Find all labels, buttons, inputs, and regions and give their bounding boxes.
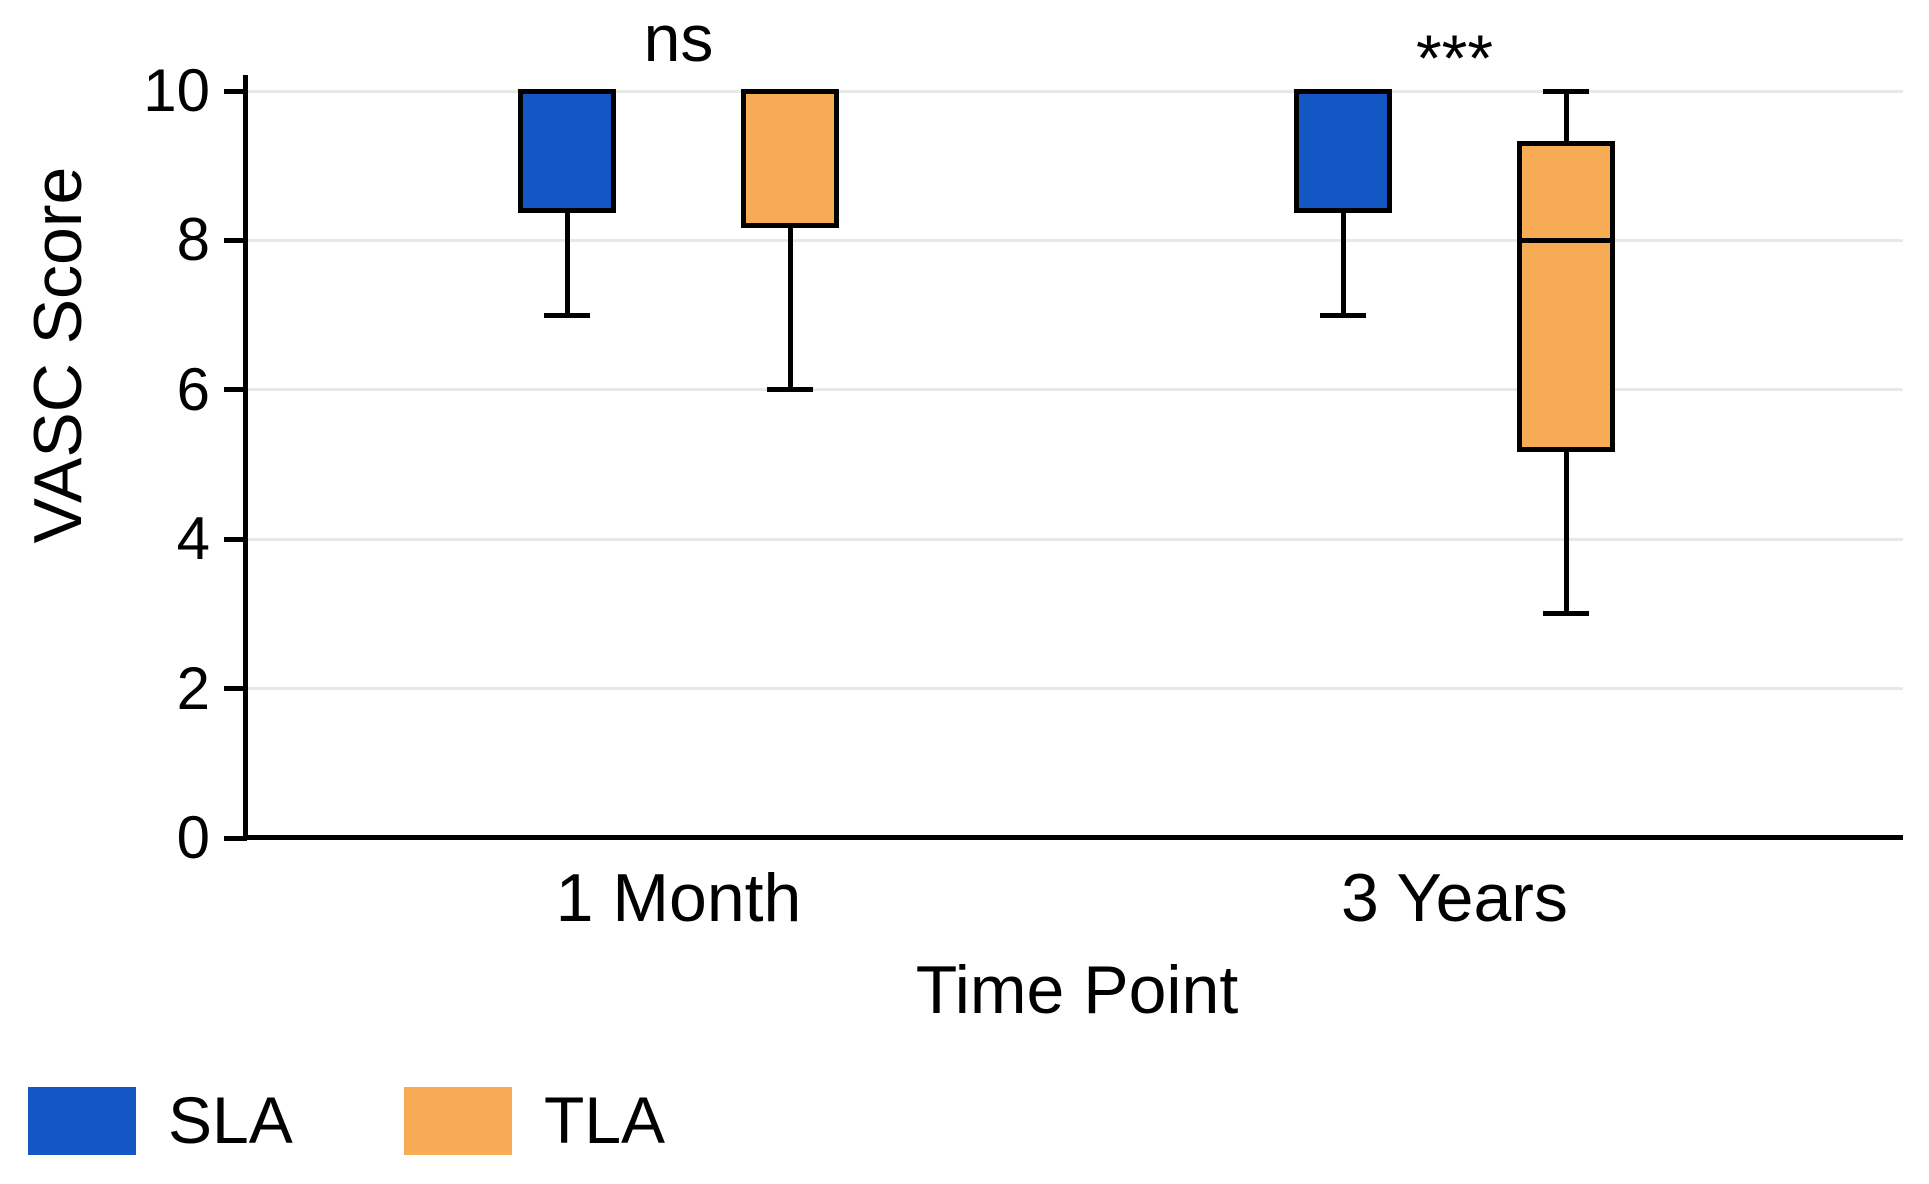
x-category-label-month1: 1 Month — [555, 860, 802, 936]
median-tla-years3 — [1517, 237, 1615, 243]
y-axis-line — [243, 75, 248, 840]
median-tla-month1 — [741, 88, 839, 94]
y-tick-label-6: 6 — [176, 355, 210, 423]
gridline-y-2 — [247, 687, 1903, 691]
x-axis-line — [243, 835, 1903, 840]
box-sla-years3 — [1294, 88, 1392, 214]
gridline-y-10 — [247, 89, 1903, 93]
y-tick-label-2: 2 — [176, 654, 210, 722]
legend-swatch-tla — [404, 1087, 512, 1155]
sla-whisker-cap-min — [1320, 312, 1366, 318]
sla-whisker-lower — [564, 210, 570, 316]
tla-whisker-lower — [787, 225, 793, 390]
sla-whisker-cap-min — [544, 312, 590, 318]
y-tick-label-10: 10 — [143, 57, 210, 124]
legend-label-tla: TLA — [544, 1083, 666, 1157]
y-tick-label-0: 0 — [176, 804, 210, 871]
gridline-y-8 — [247, 238, 1903, 242]
legend-swatch-sla — [28, 1087, 136, 1155]
y-tick-8 — [224, 237, 247, 243]
gridline-y-4 — [247, 537, 1903, 541]
y-tick-4 — [224, 536, 247, 542]
box-sla-month1 — [518, 88, 616, 214]
y-tick-2 — [224, 686, 247, 692]
x-axis-title: Time Point — [915, 952, 1239, 1028]
sla-whisker-lower — [1340, 210, 1346, 316]
y-tick-label-4: 4 — [176, 505, 210, 573]
y-tick-label-8: 8 — [176, 206, 210, 274]
significance-label-month1: ns — [643, 1, 714, 75]
median-sla-month1 — [518, 88, 616, 94]
y-tick-6 — [224, 387, 247, 393]
tla-whisker-lower — [1563, 449, 1569, 614]
box-tla-years3 — [1517, 140, 1615, 453]
legend-label-sla: SLA — [168, 1083, 293, 1157]
significance-label-years3: *** — [1415, 21, 1494, 95]
median-sla-years3 — [1294, 88, 1392, 94]
y-tick-0 — [224, 835, 247, 841]
box-tla-month1 — [741, 88, 839, 228]
tla-whisker-cap-min — [1543, 611, 1589, 617]
y-axis-title: VASC Score — [20, 166, 96, 544]
tla-whisker-cap-max — [1543, 88, 1589, 94]
y-tick-10 — [224, 88, 247, 94]
tla-whisker-cap-min — [767, 387, 813, 393]
tla-whisker-upper — [1563, 91, 1569, 144]
x-category-label-years3: 3 Years — [1341, 860, 1568, 936]
gridline-y-6 — [247, 388, 1903, 392]
